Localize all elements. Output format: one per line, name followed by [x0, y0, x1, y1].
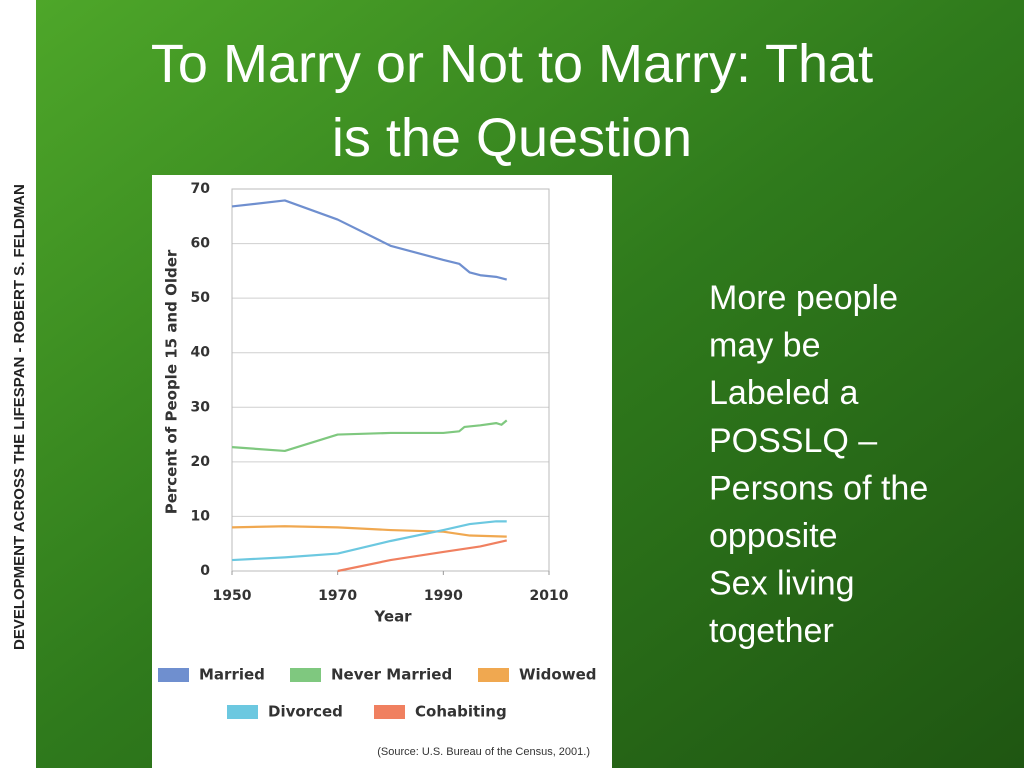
- line: [231, 525, 507, 538]
- legend-swatch: [227, 705, 258, 719]
- body-text: Sex living: [709, 565, 855, 603]
- x-tick-label: 1950: [213, 588, 252, 604]
- line: [337, 539, 507, 573]
- y-tick-label: 20: [191, 454, 211, 470]
- sidebar: [0, 0, 36, 768]
- title: is the Question: [332, 108, 692, 168]
- body-text: Labeled a: [709, 374, 858, 412]
- body-text: together: [709, 612, 834, 650]
- x-tick-label: 2010: [530, 588, 569, 604]
- line: [231, 419, 508, 453]
- y-tick-label: 50: [191, 290, 211, 306]
- body-text: opposite: [709, 517, 838, 555]
- legend-swatch: [478, 668, 509, 682]
- legend-label: Married: [199, 666, 265, 684]
- legend-label: Widowed: [519, 666, 597, 684]
- legend-label: Divorced: [268, 703, 343, 721]
- y-tick-label: 70: [191, 181, 211, 197]
- body-text: More people: [709, 279, 898, 317]
- y-tick-label: 60: [191, 236, 211, 252]
- body-text: Persons of the: [709, 469, 928, 507]
- line: [231, 520, 507, 562]
- body-text: may be: [709, 327, 821, 365]
- legend-label: Cohabiting: [415, 703, 507, 721]
- x-tick-label: 1970: [318, 588, 357, 604]
- line: [231, 199, 508, 281]
- body-text: POSSLQ –: [709, 422, 877, 460]
- plot-frame: [231, 188, 550, 572]
- side-text: DEVELOPMENT ACROSS THE LIFESPAN - ROBERT…: [11, 184, 28, 650]
- y-tick-label: 30: [191, 399, 211, 415]
- legend-label: Never Married: [331, 666, 452, 684]
- chart-panel: [152, 175, 612, 768]
- y-axis-label: Percent of People 15 and Older: [163, 249, 181, 514]
- legend-swatch: [374, 705, 405, 719]
- source-note: (Source: U.S. Bureau of the Census, 2001…: [377, 746, 590, 758]
- legend-swatch: [290, 668, 321, 682]
- y-tick-label: 10: [191, 508, 211, 524]
- y-tick-label: 0: [200, 563, 210, 579]
- legend-swatch: [158, 668, 189, 682]
- x-tick-label: 1990: [424, 588, 463, 604]
- title: To Marry or Not to Marry: That: [151, 34, 873, 94]
- x-axis-label: Year: [373, 608, 412, 626]
- y-tick-label: 40: [191, 345, 211, 361]
